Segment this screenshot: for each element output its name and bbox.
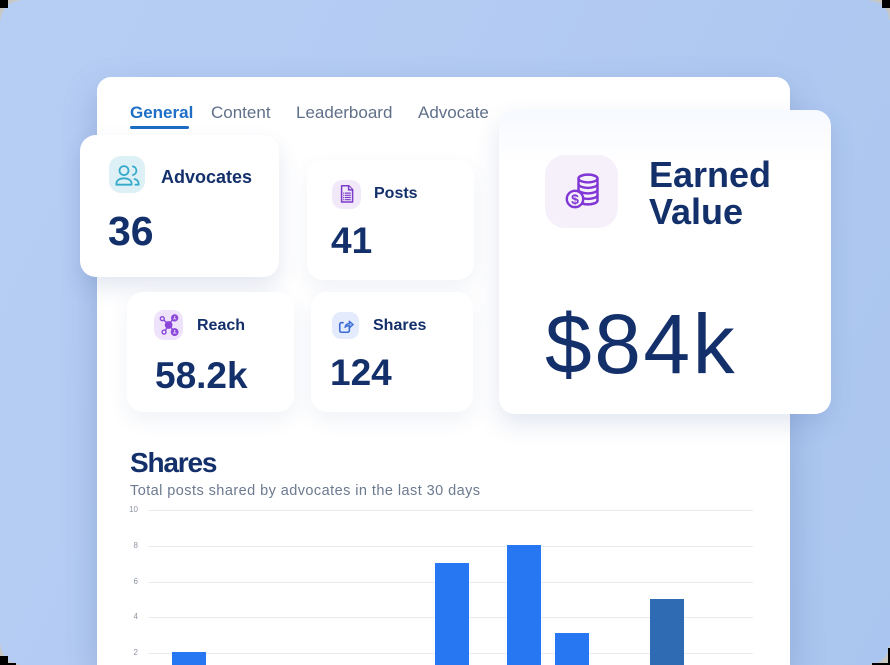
- svg-text:$: $: [571, 191, 579, 207]
